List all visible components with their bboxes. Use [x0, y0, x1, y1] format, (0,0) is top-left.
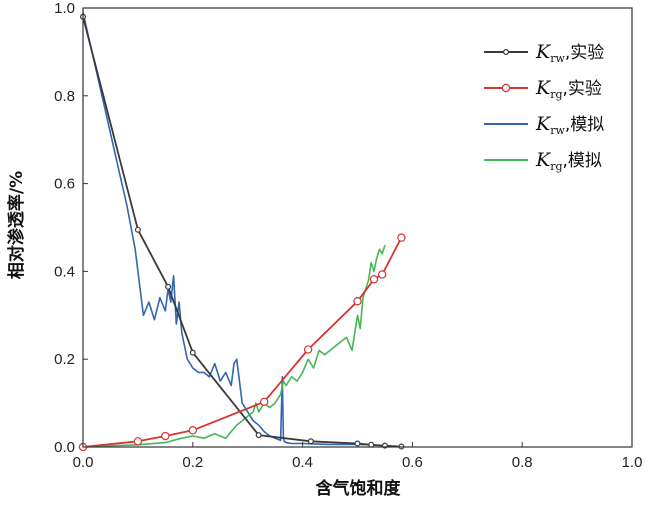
legend: Krw,实验 Krg,实验 Krw,模拟 Krg,模拟	[484, 41, 604, 173]
legend-label: Krw,实验	[535, 41, 604, 65]
y-tick-label: 0.6	[54, 176, 75, 193]
x-tick-label: 0.0	[73, 454, 94, 471]
x-tick-label: 0.4	[292, 454, 313, 471]
data-point	[165, 283, 172, 290]
plot-area	[78, 12, 406, 452]
x-tick-label: 0.6	[402, 454, 423, 471]
x-tick-label: 0.2	[182, 454, 203, 471]
series-line-2	[82, 12, 375, 446]
data-point	[303, 345, 313, 354]
legend-label: Krw,模拟	[535, 113, 604, 137]
y-tick-label: 0.0	[54, 439, 75, 456]
data-point	[134, 226, 141, 233]
x-tick-label: 0.8	[512, 454, 533, 471]
plot-frame	[82, 7, 633, 448]
data-point	[397, 233, 406, 242]
legend-marker	[501, 83, 511, 93]
data-point	[353, 297, 362, 306]
data-point	[369, 275, 379, 284]
data-point	[354, 440, 361, 447]
y-tick-label: 1.0	[54, 0, 75, 17]
series-line-1	[82, 237, 403, 448]
data-point	[259, 397, 269, 406]
axes: 0.0 0.2 0.4 0.6 0.8 1.0 0.0 0.2 0.4 0.6 0.8 1.0	[54, 0, 642, 471]
data-point	[133, 437, 143, 446]
legend-marker	[503, 48, 510, 55]
y-axis-title: 相对渗透率/%	[6, 171, 27, 279]
series-line-3	[82, 244, 386, 448]
y-tick-label: 0.8	[54, 88, 75, 105]
y-tick-label: 0.4	[54, 263, 75, 280]
legend-label: Krg,实验	[535, 77, 602, 101]
y-tick-label: 0.2	[54, 351, 75, 368]
legend-label: Krg,模拟	[535, 149, 602, 173]
x-tick-label: 1.0	[622, 454, 643, 471]
data-point	[161, 431, 170, 441]
series-line-0	[82, 16, 402, 448]
data-point	[255, 432, 262, 439]
data-point	[378, 270, 387, 279]
data-point	[189, 349, 196, 356]
data-point	[188, 426, 197, 435]
data-point	[307, 438, 314, 445]
x-axis-title: 含气饱和度	[316, 478, 402, 499]
